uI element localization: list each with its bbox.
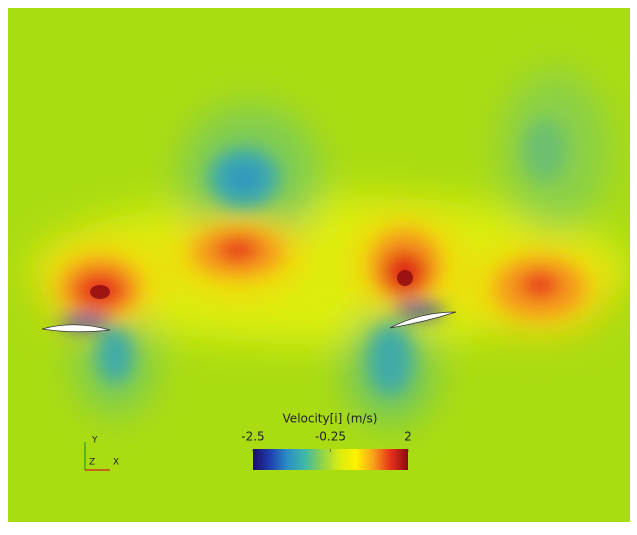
colorbar-tick-label: -2.5 xyxy=(241,430,264,444)
colorbar-title: Velocity[i] (m/s) xyxy=(283,412,378,426)
axis-label: Z xyxy=(89,458,95,468)
colorbar xyxy=(253,449,408,470)
plot: Y Z X Velocity[i] (m/s) -2.5 -0.25 2 xyxy=(0,0,637,531)
axis-label: X xyxy=(113,458,119,468)
colorbar-tick-label: -0.25 xyxy=(315,430,346,444)
colorbar-tick-label: 2 xyxy=(404,430,412,444)
axis-label: Y xyxy=(91,436,98,446)
field xyxy=(8,8,630,522)
